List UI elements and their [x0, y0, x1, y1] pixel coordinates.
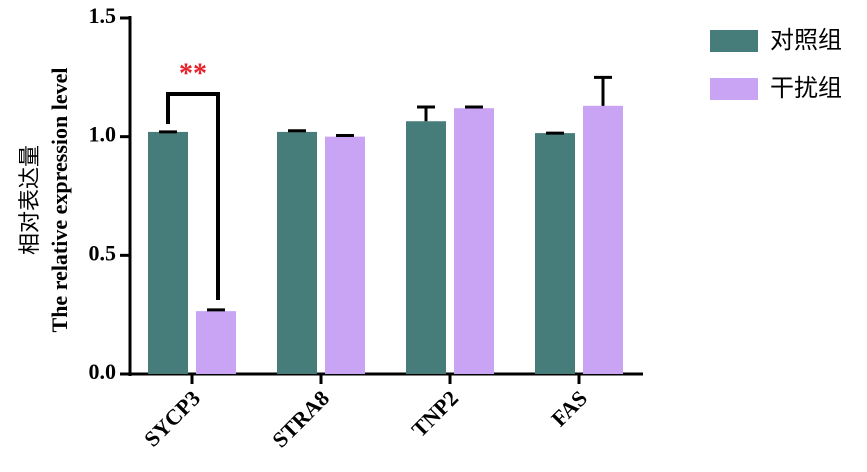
error-bar — [288, 129, 306, 133]
y-tick-label: 1.5 — [89, 3, 117, 28]
bar — [196, 311, 236, 374]
bar — [148, 131, 188, 374]
significance-label: ** — [179, 58, 207, 89]
error-bar — [417, 105, 435, 122]
error-bar — [465, 105, 483, 109]
bar — [325, 136, 365, 374]
x-tick-label: FAS — [546, 385, 592, 431]
significance-bracket — [166, 92, 220, 300]
error-bar — [336, 133, 354, 137]
y-tick-label: 0.5 — [89, 240, 117, 265]
legend-label: 干扰组 — [770, 74, 842, 102]
y-axis-label: 相对表达量 — [17, 145, 42, 255]
bar — [406, 121, 446, 375]
legend-swatch — [710, 30, 758, 52]
x-tick-label: SYCP3 — [139, 385, 205, 451]
x-tick-label: STRA8 — [267, 385, 334, 452]
y-tick-label: 1.0 — [89, 122, 117, 147]
error-bar — [207, 308, 225, 312]
legend-label: 对照组 — [770, 26, 842, 54]
bar — [454, 108, 494, 374]
legend-swatch — [710, 78, 758, 100]
error-bar — [594, 75, 612, 106]
x-tick-label: TNP2 — [407, 385, 464, 442]
bar — [583, 105, 623, 375]
y-axis-label: The relative expression level — [47, 68, 72, 333]
bar — [277, 131, 317, 374]
bar — [535, 133, 575, 374]
y-tick-label: 0.0 — [89, 359, 117, 384]
